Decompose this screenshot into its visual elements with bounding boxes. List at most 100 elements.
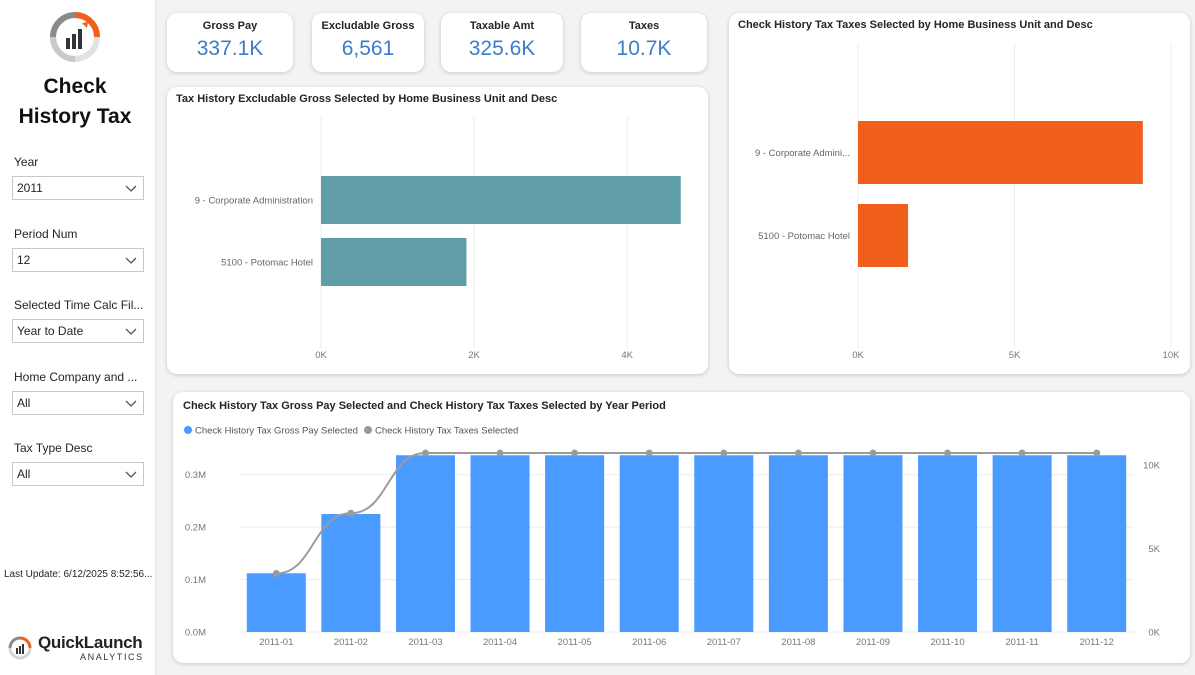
legend-label: Check History Tax Gross Pay Selected: [195, 426, 358, 437]
line-point: [272, 569, 280, 577]
kpi-label: Excludable Gross: [321, 20, 415, 32]
legend-label: Check History Tax Taxes Selected: [375, 426, 518, 437]
category-label: 5100 - Potomac Hotel: [758, 231, 850, 242]
x-tick-label: 2011-10: [930, 637, 964, 648]
legend-marker: [363, 426, 372, 434]
x-tick-label: 2011-12: [1080, 637, 1114, 648]
y2-tick-label: 0K: [1148, 628, 1160, 639]
excludable-gross-bar-chart[interactable]: 0K 2K 4K 9 - Corporate Administration 5100 -…: [167, 87, 708, 374]
x-tick-label: 10K: [1163, 350, 1181, 361]
report-logo-icon: [50, 12, 100, 62]
year-slicer[interactable]: 2011: [12, 176, 144, 200]
kpi-value: 10.7K: [616, 37, 672, 60]
taxes-bar-chart[interactable]: 0K 5K 10K 9 - Corporate Admini... 5100 - Pot…: [729, 13, 1190, 374]
bar: [694, 455, 754, 632]
x-tick-label: 2011-06: [632, 637, 666, 648]
kpi-label: Taxable Amt: [469, 20, 535, 32]
bar: [246, 573, 306, 632]
report-title-line-1: Check: [43, 75, 107, 98]
y-tick-label: 0.3M: [185, 470, 206, 481]
category-label: 9 - Corporate Admini...: [755, 148, 850, 159]
period-slicer[interactable]: 12: [12, 248, 144, 272]
gross-pay-taxes-combo-chart-card: Check History Tax Gross Pay Selected and…: [173, 392, 1190, 663]
chevron-down-icon: [125, 185, 137, 192]
kpi-card-taxable-amt: Taxable Amt 325.6K: [441, 13, 563, 72]
bar: [1067, 455, 1127, 632]
x-tick-label: 5K: [1009, 350, 1021, 361]
year-slicer-value: 2011: [17, 181, 43, 195]
period-slicer-label: Period Num: [14, 227, 78, 241]
kpi-label: Gross Pay: [202, 20, 258, 32]
year-slicer-label: Year: [14, 155, 39, 169]
y-tick-label: 0.2M: [185, 523, 206, 534]
brand-subtitle: ANALYTICS: [80, 652, 144, 662]
x-tick-label: 2011-01: [259, 637, 293, 648]
x-tick-label: 2011-07: [707, 637, 741, 648]
bar: [843, 455, 903, 632]
report-title: Check History Tax: [0, 72, 150, 132]
legend-marker: [184, 426, 192, 434]
kpi-value: 337.1K: [196, 37, 264, 60]
x-tick-label: 2K: [468, 350, 480, 361]
x-tick-label: 2011-03: [408, 637, 442, 648]
x-tick-label: 2011-08: [781, 637, 815, 648]
chevron-down-icon: [125, 257, 137, 264]
bar: [321, 514, 381, 632]
excludable-gross-chart-card: Tax History Excludable Gross Selected by…: [167, 87, 708, 374]
brand-logo: QuickLaunch ANALYTICS: [8, 633, 148, 663]
chevron-down-icon: [125, 471, 137, 478]
line-point: [944, 449, 952, 457]
y2-tick-label: 5K: [1148, 544, 1160, 555]
brand-name: QuickLaunch: [38, 633, 143, 652]
home-company-slicer-label: Home Company and ...: [14, 370, 138, 384]
home-company-slicer-value: All: [17, 396, 31, 410]
chevron-down-icon: [125, 328, 137, 335]
y2-tick-label: 10K: [1143, 460, 1161, 471]
x-tick-label: 2011-11: [1005, 637, 1038, 648]
line-point: [794, 449, 802, 457]
bar: [858, 204, 909, 267]
line-point: [496, 449, 504, 457]
tax-type-slicer[interactable]: All: [12, 462, 144, 486]
kpi-card-excludable-gross: Excludable Gross 6,561: [312, 13, 424, 72]
y-tick-label: 0.0M: [185, 628, 206, 639]
time-calc-slicer[interactable]: Year to Date: [12, 319, 144, 343]
time-calc-slicer-label: Selected Time Calc Fil...: [14, 298, 144, 312]
category-label: 5100 - Potomac Hotel: [221, 258, 313, 269]
home-company-slicer[interactable]: All: [12, 391, 144, 415]
bar: [321, 238, 467, 286]
line-point: [347, 509, 355, 517]
kpi-value: 6,561: [341, 37, 395, 60]
bar: [545, 455, 605, 632]
kpi-label: Taxes: [628, 20, 660, 32]
line-point: [869, 449, 877, 457]
bar: [992, 455, 1052, 632]
gross-pay-taxes-combo-chart[interactable]: Check History Tax Gross Pay Selected Chec…: [173, 392, 1190, 663]
time-calc-slicer-value: Year to Date: [17, 324, 84, 338]
tax-type-slicer-label: Tax Type Desc: [14, 441, 93, 455]
bar: [321, 176, 681, 224]
chart-title: Check History Tax Taxes Selected by Home…: [738, 19, 1093, 31]
period-slicer-value: 12: [17, 253, 31, 267]
chevron-down-icon: [125, 400, 137, 407]
kpi-card-gross-pay: Gross Pay 337.1K: [167, 13, 293, 72]
tax-type-slicer-value: All: [17, 467, 31, 481]
chart-title: Tax History Excludable Gross Selected by…: [176, 93, 558, 105]
x-tick-label: 2011-04: [483, 637, 517, 648]
category-label: 9 - Corporate Administration: [195, 196, 313, 207]
sidebar: Check History Tax Year 2011 Period Num 1…: [0, 0, 156, 675]
kpi-card-taxes: Taxes 10.7K: [581, 13, 707, 72]
x-tick-label: 2011-09: [856, 637, 890, 648]
x-tick-label: 2011-05: [558, 637, 592, 648]
last-update-text: Last Update: 6/12/2025 8:52:56...: [4, 569, 153, 580]
bar: [768, 455, 828, 632]
x-tick-label: 4K: [621, 350, 633, 361]
taxes-by-unit-chart-card: Check History Tax Taxes Selected by Home…: [729, 13, 1190, 374]
line-point: [1018, 449, 1026, 457]
bar: [395, 455, 455, 632]
bar: [619, 455, 679, 632]
line-point: [1093, 449, 1101, 457]
x-tick-label: 0K: [315, 350, 327, 361]
x-tick-label: 0K: [852, 350, 864, 361]
kpi-value: 325.6K: [468, 37, 536, 60]
